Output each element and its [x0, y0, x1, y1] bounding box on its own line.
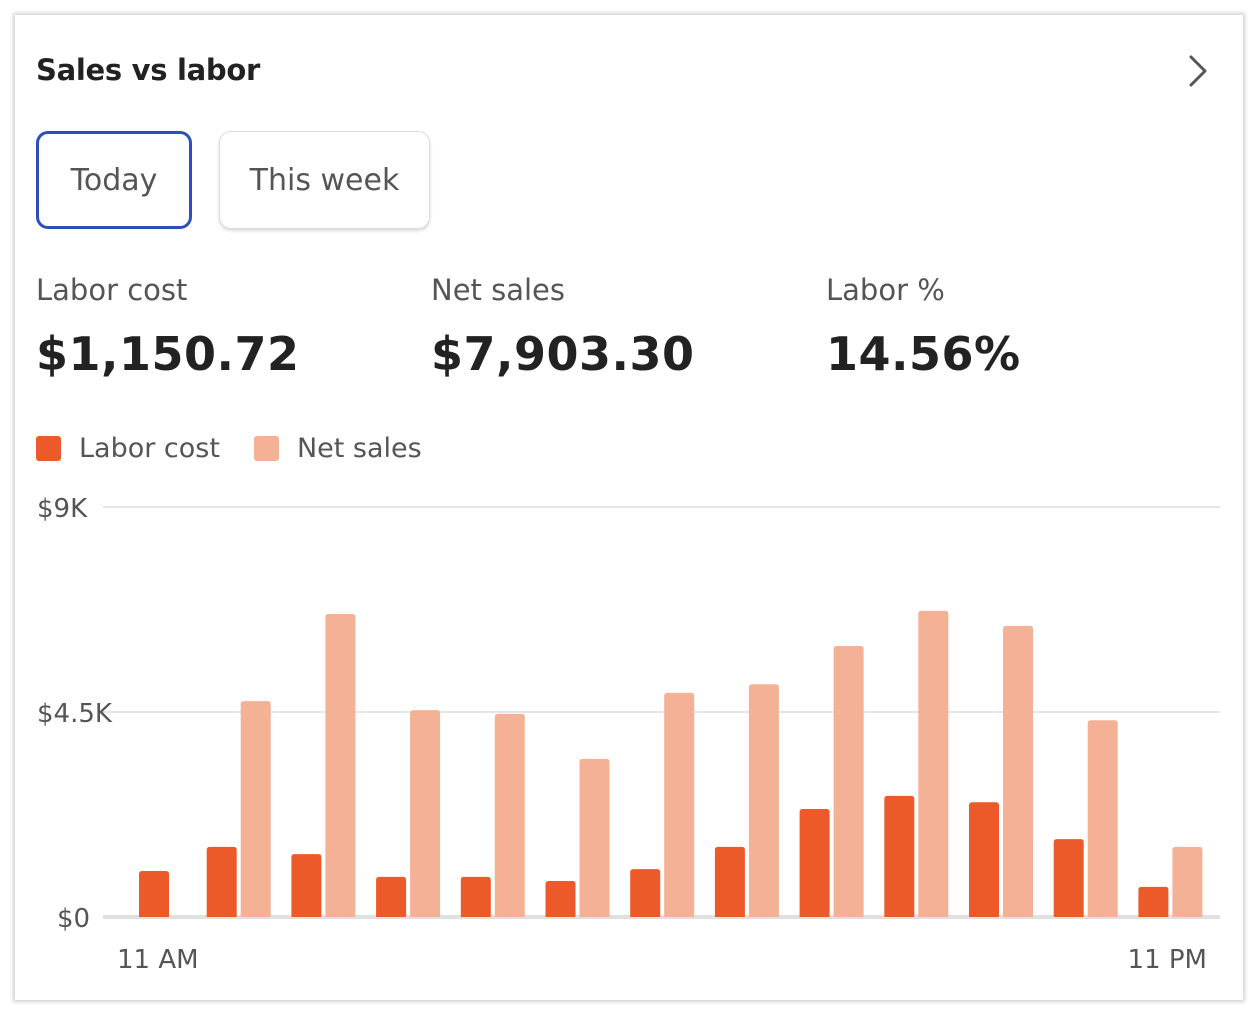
- bar-labor-cost: [139, 870, 169, 917]
- legend-swatch-net: [253, 436, 279, 461]
- legend-label: Net sales: [296, 433, 422, 464]
- metric-value: $1,150.72: [36, 327, 300, 381]
- bar-net-sales: [1003, 625, 1033, 917]
- legend-item-labor: Labor cost: [36, 433, 220, 464]
- legend-swatch-labor: [36, 436, 61, 461]
- tab-today[interactable]: Today: [36, 131, 192, 229]
- bar-labor-cost: [630, 869, 661, 917]
- bar-labor-cost: [376, 876, 407, 917]
- x-tick-label-last: 11 PM: [1128, 945, 1207, 975]
- tab-this-week[interactable]: This week: [219, 131, 430, 229]
- legend-label: Labor cost: [79, 433, 220, 464]
- metric-labor-cost: Labor cost $1,150.72: [36, 273, 300, 381]
- bar-net-sales: [918, 610, 949, 917]
- chevron-right-icon[interactable]: [1183, 53, 1213, 89]
- bar-net-sales: [579, 758, 610, 917]
- bar-labor-cost: [1053, 839, 1084, 917]
- bar-net-sales: [664, 692, 695, 917]
- bar-net-sales: [494, 713, 525, 917]
- bar-net-sales: [1172, 846, 1203, 917]
- bar-net-sales: [833, 645, 864, 917]
- x-tick-label-first: 11 AM: [117, 945, 199, 975]
- metric-label: Net sales: [431, 273, 566, 307]
- y-tick-label: $4.5K: [37, 699, 113, 729]
- metric-value: 14.56%: [826, 327, 1021, 381]
- bar-labor-cost: [291, 854, 322, 917]
- bar-labor-cost: [799, 809, 830, 917]
- metric-labor-percent: Labor % 14.56%: [826, 273, 1021, 381]
- y-tick-label: $0: [57, 904, 90, 934]
- bar-labor-cost: [460, 876, 491, 917]
- bar-net-sales: [325, 614, 356, 917]
- bar-net-sales: [410, 710, 441, 917]
- card-title: Sales vs labor: [36, 53, 260, 87]
- metric-value: $7,903.30: [431, 327, 695, 381]
- bar-labor-cost: [969, 802, 999, 917]
- chart-legend: Labor cost Net sales: [36, 433, 456, 464]
- bar-net-sales: [748, 684, 779, 917]
- metric-net-sales: Net sales $7,903.30: [431, 273, 695, 381]
- bar-labor-cost: [545, 881, 576, 917]
- bar-labor-cost: [1138, 886, 1169, 917]
- bar-net-sales: [1087, 720, 1118, 917]
- y-tick-label: $9K: [37, 494, 88, 524]
- bar-net-sales: [240, 701, 271, 917]
- bar-labor-cost: [206, 846, 237, 917]
- legend-item-net: Net sales: [253, 433, 422, 464]
- metric-label: Labor %: [826, 273, 945, 307]
- bar-labor-cost: [714, 846, 745, 917]
- metric-label: Labor cost: [36, 273, 188, 307]
- bar-labor-cost: [884, 795, 915, 917]
